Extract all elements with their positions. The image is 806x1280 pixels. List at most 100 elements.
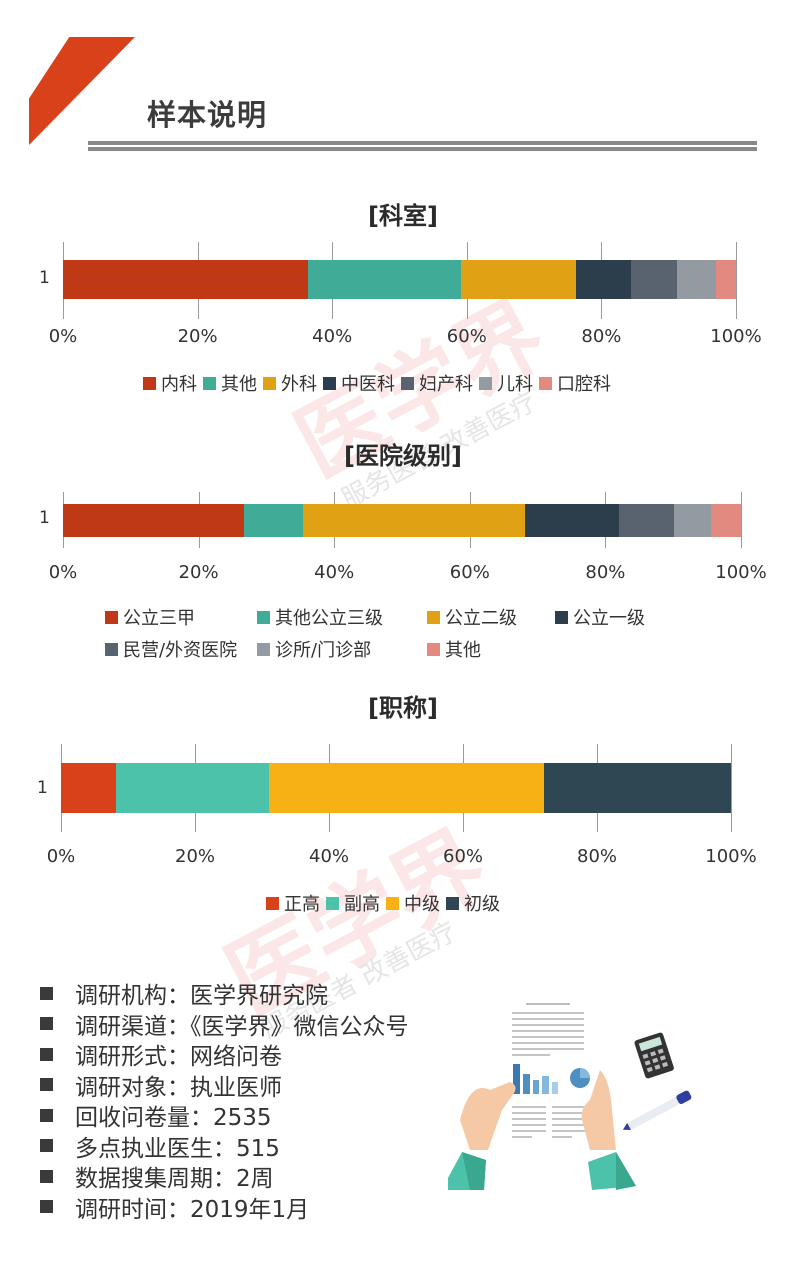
legend-item: 诊所/门诊部 — [257, 636, 371, 662]
stacked-bar — [63, 260, 736, 299]
square-bullet-icon — [40, 1017, 53, 1031]
hands-icon — [448, 1070, 636, 1190]
legend-item: 初级 — [446, 890, 500, 916]
x-tick-label: 100% — [710, 326, 762, 347]
bar-segment — [618, 504, 674, 537]
square-bullet-icon — [40, 1047, 53, 1061]
legend-item: 民营/外资医院 — [105, 636, 237, 662]
x-tick-label: 20% — [174, 846, 216, 867]
report-illustration — [448, 1000, 692, 1190]
legend-swatch-icon — [105, 642, 118, 656]
legend-swatch-icon — [326, 896, 339, 910]
bar-segment — [524, 504, 619, 537]
x-tick-label: 100% — [715, 562, 767, 583]
bar-segment — [268, 763, 545, 813]
info-item: 数据搜集周期：2周 — [40, 1161, 409, 1192]
legend-label: 其他公立三级 — [275, 608, 383, 629]
plot-area — [61, 744, 732, 832]
bar-segment — [711, 504, 741, 537]
legend-swatch-icon — [386, 896, 399, 910]
legend-swatch-icon — [427, 642, 440, 656]
x-tick-label: 0% — [48, 562, 78, 583]
legend-label: 副高 — [344, 894, 380, 915]
legend-swatch-icon — [257, 642, 270, 656]
x-tick-label: 60% — [446, 326, 487, 347]
info-item: 调研时间：2019年1月 — [40, 1192, 409, 1223]
legend-label: 外科 — [281, 374, 317, 395]
category-label: 1 — [39, 268, 50, 288]
info-item: 调研对象：执业医师 — [40, 1070, 409, 1101]
x-tick-label: 100% — [705, 846, 757, 867]
legend-item: 中医科 — [323, 370, 395, 396]
legend-swatch-icon — [323, 376, 336, 390]
bar-segment — [630, 260, 677, 299]
legend-swatch-icon — [539, 376, 552, 390]
legend-item: 其他 — [427, 636, 481, 662]
x-tick-label: 20% — [177, 326, 218, 347]
legend-label: 公立一级 — [573, 608, 645, 629]
legend-item: 公立三甲 — [105, 604, 195, 630]
legend-swatch-icon — [105, 610, 118, 624]
legend-swatch-icon — [266, 896, 279, 910]
legend-label: 公立二级 — [445, 608, 517, 629]
pie-chart-icon — [570, 1068, 590, 1088]
legend-item: 正高 — [266, 890, 320, 916]
legend-item: 儿科 — [479, 370, 533, 396]
legend-item: 公立二级 — [427, 604, 517, 630]
legend-swatch-icon — [479, 376, 492, 390]
legend-label: 中级 — [404, 894, 440, 915]
legend-item: 妇产科 — [401, 370, 473, 396]
x-tick-label: 80% — [576, 846, 618, 867]
bar-segment — [303, 504, 525, 537]
x-tick-label: 20% — [178, 562, 219, 583]
x-tick-label: 40% — [314, 562, 355, 583]
gridline — [731, 744, 732, 832]
legend-label: 诊所/门诊部 — [275, 640, 372, 661]
legend-swatch-icon — [203, 376, 216, 390]
legend-item: 公立一级 — [555, 604, 645, 630]
legend-swatch-icon — [257, 610, 270, 624]
legend-item: 其他公立三级 — [257, 604, 383, 630]
legend-swatch-icon — [427, 610, 440, 624]
legend-label: 其他 — [221, 374, 257, 395]
x-tick-label: 40% — [308, 846, 350, 867]
x-tick-label: 60% — [449, 562, 490, 583]
legend-swatch-icon — [143, 376, 156, 390]
bar-segment — [63, 504, 245, 537]
bar-segment — [115, 763, 269, 813]
legend-label: 正高 — [284, 894, 320, 915]
x-tick-label: 60% — [442, 846, 484, 867]
square-bullet-icon — [40, 986, 53, 1000]
info-item: 调研渠道：《医学界》微信公众号 — [40, 1009, 409, 1040]
legend-item: 口腔科 — [539, 370, 611, 396]
legend-label: 口腔科 — [557, 374, 611, 395]
calculator-icon — [634, 1032, 674, 1079]
info-item: 多点执业医生：515 — [40, 1131, 409, 1162]
chart-title: [职称] — [368, 694, 438, 722]
legend-label: 儿科 — [497, 374, 533, 395]
legend-item: 中级 — [386, 890, 440, 916]
legend-label: 其他 — [445, 640, 481, 661]
bar-segment — [63, 260, 308, 299]
legend-item: 外科 — [263, 370, 317, 396]
legend-label: 公立三甲 — [123, 608, 195, 629]
legend: 内科 其他 外科 中医科 妇产科 儿科 口腔科 — [143, 370, 617, 396]
page-title: 样本说明 — [147, 98, 268, 132]
plot-area — [63, 492, 742, 548]
x-tick-label: 80% — [585, 562, 626, 583]
pen-icon — [622, 1090, 692, 1130]
bar-segment — [575, 260, 631, 299]
stacked-bar — [61, 763, 731, 813]
legend-label: 内科 — [161, 374, 197, 395]
category-label: 1 — [37, 778, 48, 798]
info-item: 调研机构：医学界研究院 — [40, 978, 409, 1009]
bar-chart-icon — [513, 1064, 558, 1094]
gridline — [741, 492, 742, 548]
bar-segment — [244, 504, 303, 537]
corner-accent-stripe — [29, 37, 135, 145]
chart-title: [医院级别] — [344, 442, 462, 470]
square-bullet-icon — [40, 1108, 53, 1122]
bar-segment — [544, 763, 731, 813]
info-item: 回收问卷量：2535 — [40, 1100, 409, 1131]
legend-item: 副高 — [326, 890, 380, 916]
